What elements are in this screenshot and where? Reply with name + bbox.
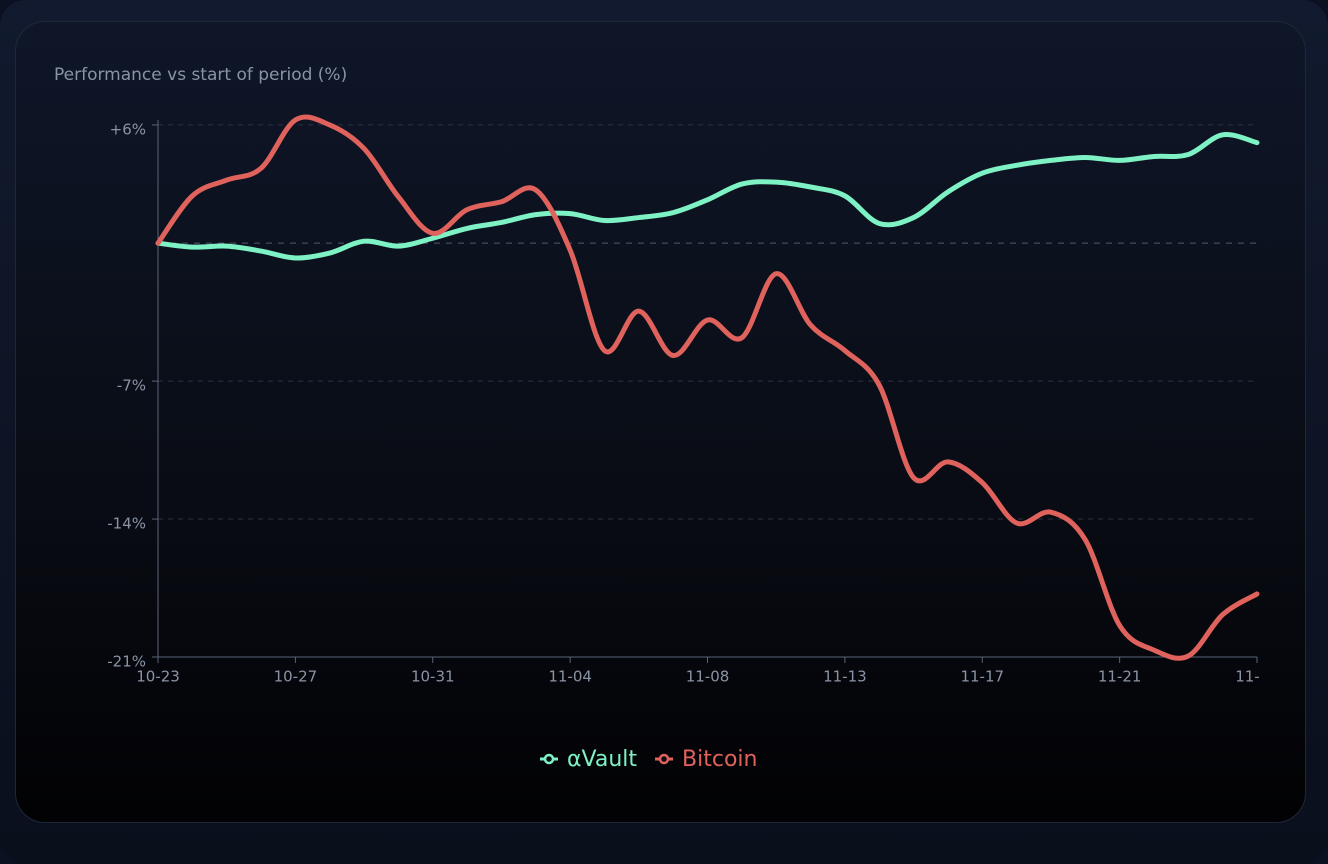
x-tick-label: 11-08 <box>686 668 730 686</box>
y-tick-label: +6% <box>110 120 146 138</box>
legend-label: αVault <box>567 747 637 772</box>
x-tick-label: 11-04 <box>548 668 592 686</box>
legend-marker <box>543 753 555 765</box>
y-tick-label: -14% <box>107 515 146 533</box>
x-tick-label: 11-13 <box>823 668 867 686</box>
chart-title: Performance vs start of period (%) <box>54 65 347 85</box>
x-tick-label: 11-17 <box>960 668 1004 686</box>
legend-label: Bitcoin <box>682 747 757 772</box>
card <box>15 21 1306 823</box>
line-series <box>155 114 1260 661</box>
x-tick-label: 11-25 <box>1235 668 1279 686</box>
x-tick-label: 10-23 <box>136 668 180 686</box>
x-tick-label: 10-27 <box>274 668 318 686</box>
line-series <box>155 132 1260 261</box>
x-tick-label: 11-21 <box>1098 668 1142 686</box>
x-tick-label: 10-31 <box>411 668 455 686</box>
y-tick-label: -21% <box>107 653 146 671</box>
legend-marker <box>658 753 670 765</box>
y-tick-label: -7% <box>117 377 146 395</box>
